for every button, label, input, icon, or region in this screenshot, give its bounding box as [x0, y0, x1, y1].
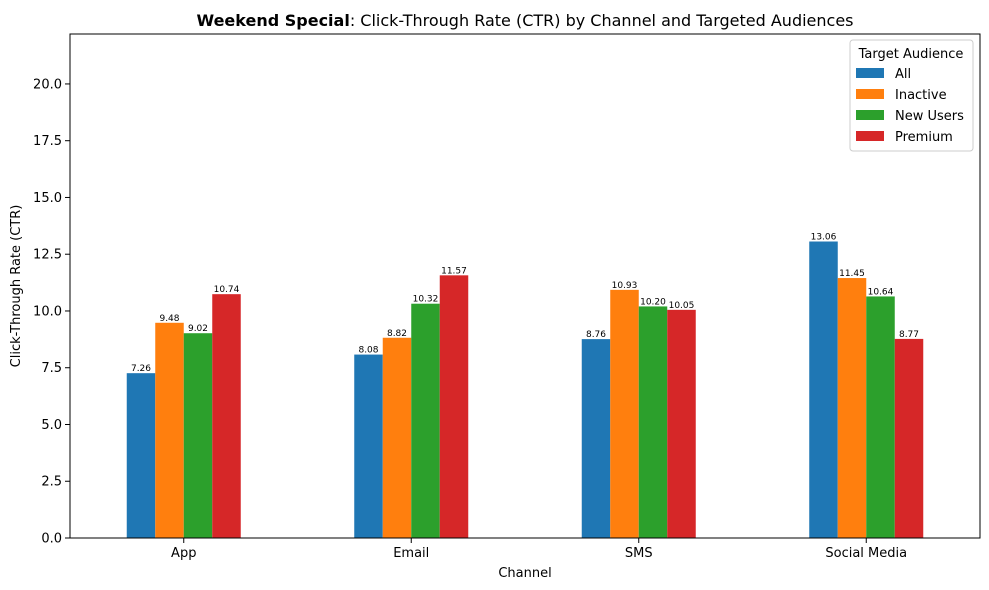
bar-label-social-media-new-users: 10.64: [868, 287, 894, 297]
y-tick-label: 0.0: [41, 532, 62, 547]
x-tick-label-social-media: Social Media: [825, 546, 907, 561]
x-tick-label-email: Email: [393, 546, 429, 561]
bar-sms-new-users: [638, 306, 668, 538]
bar-label-app-premium: 10.74: [214, 285, 240, 295]
y-tick-label: 5.0: [41, 418, 62, 433]
chart-title: Weekend Special: Click-Through Rate (CTR…: [196, 11, 853, 30]
bar-email-all: [354, 354, 383, 538]
legend-label-inactive: Inactive: [895, 88, 947, 103]
x-axis: App Email SMS Social Media: [171, 538, 907, 561]
y-axis-title: Click-Through Rate (CTR): [9, 205, 24, 368]
bar-app-new-users: [183, 333, 213, 538]
bar-label-email-inactive: 8.82: [387, 329, 407, 339]
bar-social-media-inactive: [837, 278, 867, 538]
legend-label-new-users: New Users: [895, 109, 964, 124]
chart-title-bold: Weekend Special: [196, 11, 349, 30]
y-tick-label: 20.0: [33, 77, 62, 92]
y-tick-label: 2.5: [41, 475, 62, 490]
bar-label-sms-inactive: 10.93: [612, 281, 638, 291]
bar-sms-all: [581, 339, 611, 538]
y-tick-label: 7.5: [41, 361, 62, 376]
bar-label-sms-new-users: 10.20: [640, 297, 666, 307]
y-tick-label: 15.0: [33, 191, 62, 206]
bar-label-sms-all: 8.76: [586, 330, 606, 340]
bar-label-app-all: 7.26: [131, 364, 151, 374]
legend-label-all: All: [895, 67, 911, 82]
legend-swatch-all: [856, 68, 884, 78]
bar-app-inactive: [155, 322, 184, 538]
bar-sms-premium: [667, 309, 696, 538]
bar-email-inactive: [382, 337, 412, 538]
plot-frame: [69, 33, 981, 539]
x-axis-title: Channel: [498, 566, 551, 581]
bar-sms-inactive: [610, 289, 639, 538]
bar-social-media-premium: [894, 338, 924, 538]
bar-app-premium: [212, 294, 241, 538]
chart-title-rest: : Click-Through Rate (CTR) by Channel an…: [350, 11, 854, 30]
legend-swatch-inactive: [856, 89, 884, 99]
bar-labels-group: 7.26 9.48 9.02 10.74 8.08 8.82 10.32 11.57 8.76 1…: [131, 233, 919, 375]
bar-label-app-inactive: 9.48: [159, 314, 179, 324]
bar-label-email-all: 8.08: [358, 346, 378, 356]
y-tick-label: 17.5: [33, 134, 62, 149]
legend-title: Target Audience: [858, 47, 964, 62]
x-tick-label-app: App: [171, 546, 196, 561]
bar-label-social-media-inactive: 11.45: [839, 269, 865, 279]
legend-swatch-new-users: [856, 110, 884, 120]
bar-social-media-new-users: [866, 296, 895, 538]
y-tick-label: 10.0: [33, 304, 62, 319]
bar-label-sms-premium: 10.05: [669, 301, 695, 311]
bar-label-email-premium: 11.57: [441, 266, 467, 276]
bar-social-media-all: [809, 241, 838, 538]
legend-box: [849, 39, 974, 152]
bar-label-social-media-all: 13.06: [811, 233, 837, 243]
bar-email-new-users: [411, 303, 440, 538]
y-axis: 0.0 2.5 5.0 7.5 10.0 12.5 15.0 17.5 20.0: [33, 77, 70, 547]
legend: Target Audience All Inactive New Users Prem…: [849, 39, 974, 152]
legend-label-premium: Premium: [895, 130, 953, 145]
legend-swatch-premium: [856, 131, 884, 141]
bar-label-social-media-premium: 8.77: [899, 330, 919, 340]
bar-label-app-new-users: 9.02: [188, 324, 208, 334]
y-tick-label: 12.5: [33, 248, 62, 263]
x-tick-label-sms: SMS: [625, 546, 653, 561]
bars-group: [126, 241, 924, 538]
bar-app-all: [126, 373, 156, 538]
bar-label-email-new-users: 10.32: [413, 295, 439, 305]
bar-email-premium: [439, 275, 469, 538]
